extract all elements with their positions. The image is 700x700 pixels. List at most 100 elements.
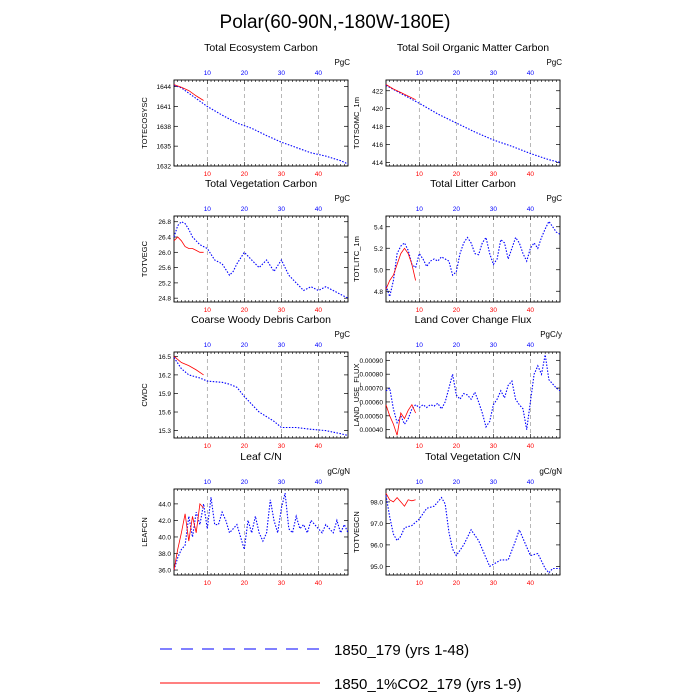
y-tick-label: 16.5 [158,354,171,361]
y-tick-label: 38.0 [158,551,171,558]
y-tick-label: 24.8 [158,296,171,303]
x-tick-label-top: 20 [241,479,249,486]
plot-frame [385,351,561,439]
plot-frame [173,215,349,303]
x-tick-label-top: 20 [241,342,249,349]
plot-frame [385,79,561,167]
x-tick-label-top: 40 [527,206,535,213]
legend-label-experiment: 1850_1%CO2_179 (yrs 1-9) [334,676,522,693]
y-tick-label: 16.2 [158,372,171,379]
y-tick-label: 36.0 [158,568,171,575]
x-tick-label-bottom: 10 [204,171,212,178]
y-tick-label: 95.0 [370,564,383,571]
x-tick-label-top: 40 [315,206,323,213]
chart-title: Total Litter Carbon [430,178,516,190]
y-tick-label: 25.2 [158,280,171,287]
x-tick-label-top: 10 [416,206,424,213]
chart-panel-1: Total Ecosystem Carbon PgC 10 10 20 20 30 30 40 4… [140,42,350,178]
y-tick-label: 15.9 [158,391,171,398]
x-tick-label-top: 40 [527,479,535,486]
y-tick-label: 97.0 [370,521,383,528]
x-tick-label-bottom: 40 [315,307,323,314]
chart-unit: PgC [334,330,350,339]
x-tick-label-top: 30 [490,70,498,77]
x-tick-label-bottom: 10 [204,580,212,587]
y-tick-label: 44.0 [158,501,171,508]
x-tick-label-bottom: 40 [527,307,535,314]
x-tick-label-top: 40 [315,479,323,486]
series-line-control [173,84,349,165]
x-tick-label-bottom: 20 [241,171,249,178]
y-tick-label: 98.0 [370,499,383,506]
series-line-experiment [385,84,416,101]
x-tick-label-top: 10 [204,479,212,486]
chart-title: Total Ecosystem Carbon [204,42,318,54]
x-tick-label-top: 30 [278,206,286,213]
x-tick-label-top: 30 [490,479,498,486]
legend-label-control: 1850_179 (yrs 1-48) [334,642,469,659]
y-tick-label: 0.00060 [360,399,384,406]
x-tick-label-top: 30 [490,342,498,349]
y-tick-label: 420 [372,106,383,113]
x-tick-label-top: 40 [527,70,535,77]
chart-panel-2: Total Soil Organic Matter Carbon PgC 10 10 2… [352,42,562,178]
x-tick-label-top: 20 [453,479,461,486]
y-axis-label: TOTVEGC [140,240,149,277]
y-tick-label: 15.6 [158,410,171,417]
x-tick-label-bottom: 20 [241,307,249,314]
x-tick-label-bottom: 40 [315,171,323,178]
chart-title: Total Soil Organic Matter Carbon [397,42,549,54]
series-line-control [385,354,561,430]
y-axis-label: TOTSOMC_1m [352,97,361,149]
y-tick-label: 0.00080 [360,372,384,379]
chart-panel-7: Leaf C/N gC/gN 10 10 20 20 30 30 40 40 36.0 38.0 40.… [140,451,350,587]
y-axis-label: TOTECOSYSC [140,97,149,149]
y-tick-label: 416 [372,142,383,149]
x-tick-label-top: 40 [315,342,323,349]
plot-frame [385,488,561,576]
plot-frame [173,488,349,576]
x-tick-label-top: 10 [416,70,424,77]
y-tick-label: 418 [372,124,383,131]
x-tick-label-bottom: 20 [241,443,249,450]
x-tick-label-bottom: 40 [527,443,535,450]
x-tick-label-bottom: 40 [527,580,535,587]
x-tick-label-top: 10 [204,206,212,213]
chart-title: Leaf C/N [240,451,281,463]
series-line-experiment [385,247,416,290]
y-tick-label: 1632 [157,164,172,171]
x-tick-label-bottom: 20 [241,580,249,587]
series-line-experiment [173,236,204,253]
x-tick-label-bottom: 10 [416,580,424,587]
y-tick-label: 1638 [157,124,172,131]
series-line-experiment [385,403,416,436]
y-axis-label: TOTVEGCN [352,511,361,553]
x-tick-label-bottom: 10 [416,307,424,314]
x-tick-label-bottom: 40 [527,171,535,178]
x-tick-label-top: 20 [453,206,461,213]
chart-unit: PgC/y [540,330,562,339]
y-tick-label: 0.00090 [360,358,384,365]
x-tick-label-bottom: 40 [315,443,323,450]
chart-unit: PgC [546,58,562,67]
y-axis-label: LEAFCN [140,517,149,547]
chart-unit: PgC [546,194,562,203]
y-tick-label: 26.0 [158,250,171,257]
x-tick-label-top: 10 [416,342,424,349]
y-tick-label: 1644 [157,84,172,91]
series-line-control [385,220,561,299]
x-tick-label-bottom: 30 [278,171,286,178]
chart-panel-4: Total Litter Carbon PgC 10 10 20 20 30 30 40 40 4.… [352,178,562,314]
chart-panel-3: Total Vegetation Carbon PgC 10 10 20 20 30 30 40… [140,178,350,314]
x-tick-label-top: 40 [527,342,535,349]
y-tick-label: 0.00040 [360,427,384,434]
x-tick-label-bottom: 30 [490,580,498,587]
y-axis-label: CWDC [140,383,149,407]
y-tick-label: 26.4 [158,235,171,242]
panels-container: Total Ecosystem Carbon PgC 10 10 20 20 30 30 40 4… [140,42,562,587]
x-tick-label-bottom: 30 [490,443,498,450]
legend: 1850_179 (yrs 1-48) 1850_1%CO2_179 (yrs … [160,642,522,693]
y-tick-label: 25.6 [158,265,171,272]
chart-unit: gC/gN [539,467,562,476]
